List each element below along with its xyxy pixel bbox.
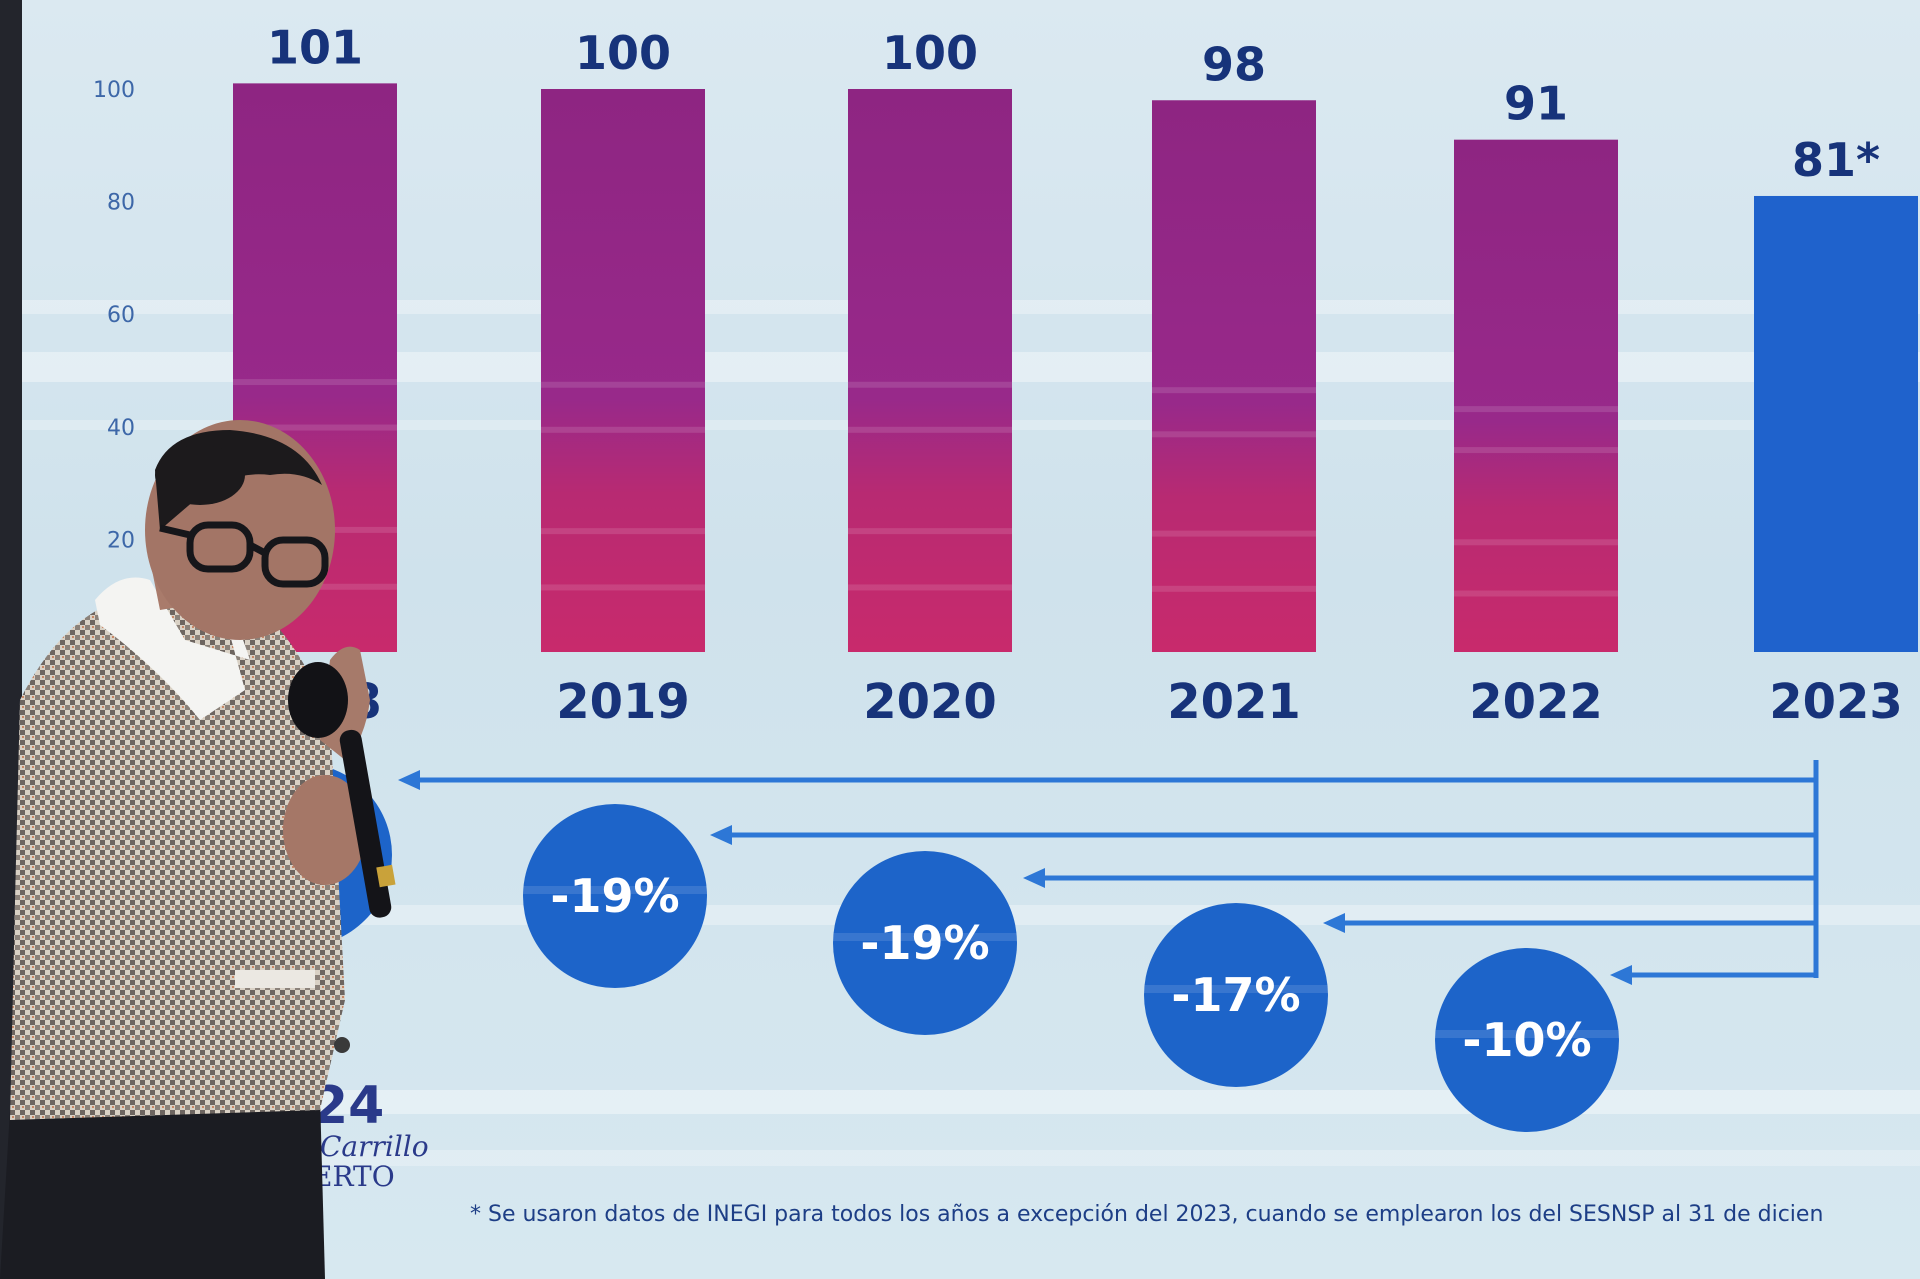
- logo-name: Carrillo: [320, 1130, 429, 1163]
- bar-scanline: [233, 379, 397, 386]
- circle-scanline: [833, 933, 1017, 941]
- arrowhead-icon: [710, 825, 732, 845]
- comparison-circle: [523, 804, 707, 988]
- pocket-flap: [235, 970, 315, 988]
- category-label: 2020: [863, 674, 997, 730]
- collar: [95, 577, 250, 720]
- comparison-label: -19%: [860, 916, 989, 970]
- bar-2023: [1754, 195, 1918, 652]
- bar-scanline: [1152, 585, 1316, 592]
- circle-scanline: [1435, 1030, 1619, 1038]
- bar-value-label: 81*: [1792, 133, 1880, 187]
- bar-2021: [1152, 100, 1316, 652]
- arrowhead-icon: [1323, 913, 1345, 933]
- bar-scanline: [848, 426, 1012, 433]
- bar-scanline: [1152, 387, 1316, 394]
- comparison-circle: [833, 851, 1017, 1035]
- category-label: 2021: [1167, 674, 1301, 730]
- jacket: [10, 600, 345, 1120]
- y-tick-label: 80: [107, 191, 135, 216]
- arrowhead-icon: [1610, 965, 1632, 985]
- bar-2022: [1454, 139, 1618, 653]
- holding-hand: [283, 775, 367, 885]
- bar-value-label: 101: [267, 20, 363, 74]
- bar-scanline: [541, 381, 705, 388]
- y-tick-label: 100: [93, 78, 135, 103]
- circle-scanline: [523, 886, 707, 894]
- presenter-woman: [0, 420, 396, 1279]
- logo-subname: ERTO: [312, 1160, 395, 1193]
- bar-scanline: [848, 584, 1012, 591]
- event-logo: 24 Carrillo ERTO: [312, 1080, 452, 1192]
- bar-scanline: [541, 528, 705, 535]
- category-labels: 201820192020202120222023: [248, 674, 1903, 730]
- skirt: [0, 1095, 325, 1279]
- arrowhead-icon: [1023, 868, 1045, 888]
- glasses-icon: [159, 521, 329, 588]
- y-tick-label: 40: [107, 416, 135, 441]
- bar-scanline: [1454, 406, 1618, 413]
- y-tick-label: 20: [107, 528, 135, 553]
- bar-scanline: [541, 584, 705, 591]
- arrowhead-icon: [398, 770, 420, 790]
- bar-value-labels: 101 100 100 98 91 81*: [267, 20, 1880, 187]
- bar-value-label: 100: [575, 26, 671, 80]
- bar-scanline: [233, 424, 397, 431]
- bar-scanline: [1152, 530, 1316, 537]
- y-tick-label: 60: [107, 303, 135, 328]
- category-label: 2023: [1769, 674, 1903, 730]
- bar-value-label: 98: [1202, 37, 1266, 91]
- bar-2020: [848, 89, 1012, 652]
- comparison-circle: [1144, 903, 1328, 1087]
- bar-scanline: [541, 426, 705, 433]
- category-label: 2019: [556, 674, 690, 730]
- jacket-button: [334, 1037, 350, 1053]
- bar-scanline: [848, 381, 1012, 388]
- comparison-arrows: [398, 760, 1819, 985]
- y-axis-ticks: 20 40 60 80 100: [93, 78, 135, 553]
- bar-scanline: [1454, 447, 1618, 454]
- footnote: * Se usaron datos de INEGI para todos lo…: [470, 1202, 1824, 1227]
- category-label: 2022: [1469, 674, 1603, 730]
- circle-scanline: [1144, 985, 1328, 993]
- comparison-label: -19%: [550, 869, 679, 923]
- bar-scanline: [1152, 431, 1316, 438]
- microphone-icon: [288, 662, 396, 918]
- bar-value-label: 91: [1504, 77, 1568, 131]
- bar-value-label: 100: [882, 26, 978, 80]
- bars: [233, 83, 1918, 653]
- comparison-circle: [1435, 948, 1619, 1132]
- bar-scanline: [1454, 539, 1618, 546]
- comparison-label: -17%: [1171, 968, 1300, 1022]
- bar-2019: [541, 89, 705, 652]
- comparison-label: -10%: [1462, 1013, 1591, 1067]
- bar-scanline: [848, 528, 1012, 535]
- bar-scanline: [1454, 590, 1618, 597]
